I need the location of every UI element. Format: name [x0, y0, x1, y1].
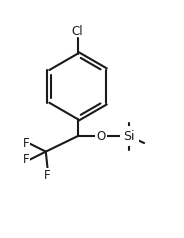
Text: F: F	[44, 169, 51, 182]
Text: F: F	[23, 153, 29, 166]
Text: Si: Si	[123, 130, 135, 143]
Text: F: F	[23, 137, 29, 150]
Text: O: O	[96, 130, 106, 143]
Text: Cl: Cl	[72, 25, 83, 38]
